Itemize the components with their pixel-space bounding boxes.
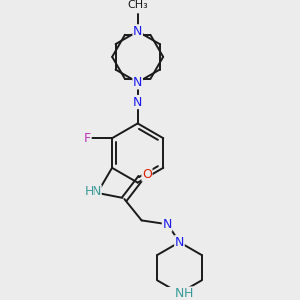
Text: O: O: [142, 168, 152, 181]
Text: H: H: [184, 287, 193, 300]
Text: N: N: [133, 25, 142, 38]
Text: N: N: [133, 76, 142, 89]
Text: N: N: [175, 236, 184, 249]
Text: CH₃: CH₃: [127, 1, 148, 10]
Text: F: F: [84, 132, 91, 145]
Text: N: N: [133, 95, 142, 109]
Text: N: N: [175, 287, 184, 300]
Text: H: H: [84, 185, 94, 198]
Text: N: N: [162, 218, 172, 231]
Text: N: N: [92, 185, 101, 198]
